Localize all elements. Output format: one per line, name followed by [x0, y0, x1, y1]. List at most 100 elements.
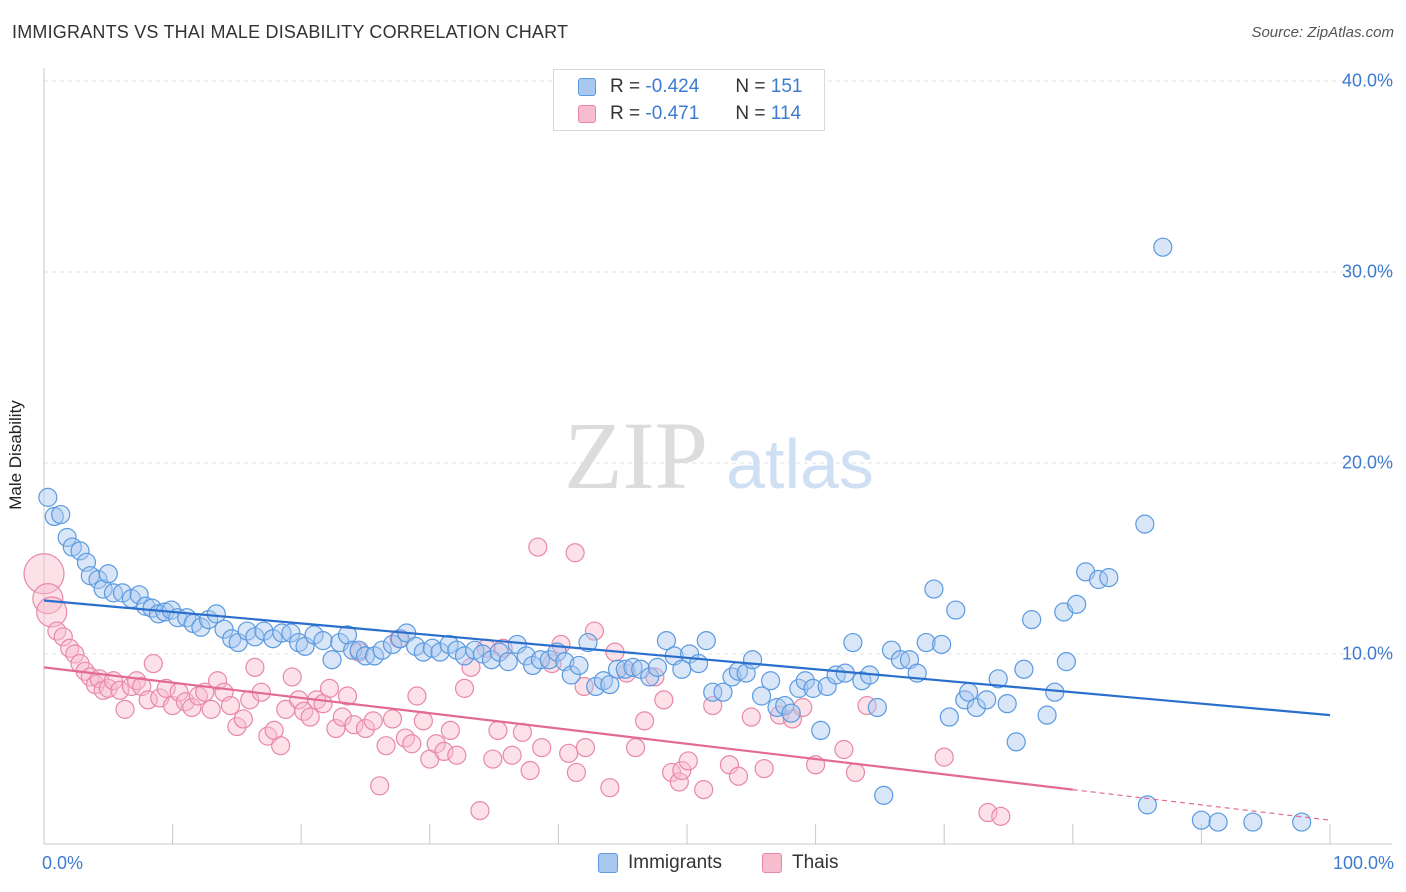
immigrants-point	[57, 527, 77, 548]
watermark: ZIP atlas	[564, 402, 874, 509]
immigrants-point	[775, 695, 795, 716]
thais-point	[126, 671, 147, 691]
watermark-zip: ZIP	[564, 402, 708, 509]
thais-point	[669, 772, 689, 792]
thais-point	[845, 762, 866, 783]
trend-lines	[43, 599, 1331, 821]
immigrants-point	[439, 634, 459, 655]
immigrants-point	[751, 686, 772, 706]
immigrants-point	[781, 703, 801, 723]
thais-point	[413, 711, 433, 731]
legend-item-thais[interactable]: Thais	[762, 852, 838, 874]
thais-point	[271, 736, 291, 756]
immigrants-point	[803, 678, 823, 698]
immigrants-swatch	[598, 853, 618, 873]
immigrants-point	[640, 667, 660, 687]
immigrants-point	[191, 617, 211, 637]
thais-point	[300, 707, 320, 727]
immigrants-point	[337, 625, 358, 645]
thais-point	[382, 709, 403, 729]
thais-point	[220, 695, 241, 716]
immigrants-point	[977, 690, 997, 710]
legend-r-value: -0.471	[645, 103, 700, 124]
thais-point	[208, 671, 228, 691]
legend-n-label: N =	[735, 76, 766, 97]
immigrants-point	[1137, 795, 1157, 815]
immigrants-point	[586, 676, 606, 697]
immigrants-point	[1067, 594, 1087, 614]
gridlines	[44, 80, 1392, 655]
legend-r-label: R =	[610, 76, 641, 97]
legend-item-immigrants[interactable]: Immigrants	[598, 852, 722, 874]
legend-r-label: R =	[610, 103, 641, 124]
y-tick-label: 10.0%	[1341, 643, 1393, 664]
immigrants-point	[672, 659, 692, 679]
thais-point	[634, 711, 655, 731]
thais-point	[520, 760, 540, 781]
immigrants-point	[237, 621, 257, 641]
immigrants-point	[924, 579, 944, 599]
immigrants-point	[696, 631, 716, 651]
immigrants-point	[843, 632, 863, 653]
thais-point	[566, 762, 587, 783]
thais-point	[528, 537, 548, 557]
y-tick-label: 20.0%	[1341, 452, 1393, 473]
thais-point	[447, 745, 467, 765]
immigrants-point	[795, 671, 815, 691]
thais-point	[344, 715, 364, 735]
thais-point	[532, 737, 552, 758]
legend-label-immigrants: Immigrants	[628, 852, 722, 873]
legend-n-value: 151	[770, 76, 803, 97]
immigrants-point	[498, 652, 518, 672]
watermark-atlas: atlas	[726, 425, 874, 503]
immigrants-point	[481, 650, 502, 670]
thais-point	[488, 720, 508, 741]
immigrants-point	[939, 707, 959, 727]
immigrants-point	[313, 631, 333, 651]
thais-point	[36, 596, 68, 628]
series-legend: Immigrants Thais	[0, 852, 1406, 878]
immigrants-point	[539, 650, 559, 670]
thais-point	[625, 737, 646, 758]
immigrants-point	[997, 694, 1017, 714]
thais-point	[728, 766, 749, 786]
thais-trend-extension	[1072, 789, 1331, 821]
thais-point	[600, 778, 620, 798]
thais-point	[182, 697, 202, 718]
immigrants-point	[51, 504, 71, 525]
immigrants-point	[600, 674, 620, 695]
immigrants-point	[206, 604, 226, 624]
immigrants-point	[607, 659, 628, 679]
immigrants-point	[932, 634, 952, 655]
chart-source: Source: ZipAtlas.com	[1251, 24, 1394, 41]
thais-point	[978, 802, 998, 823]
immigrants-point	[1292, 812, 1312, 832]
thais-point	[407, 686, 427, 706]
legend-r-value: -0.424	[645, 76, 700, 97]
immigrants-point	[281, 623, 301, 643]
immigrants-point	[523, 655, 543, 676]
immigrants-point	[322, 650, 342, 670]
thais-point	[678, 751, 698, 771]
thais-point	[233, 709, 253, 729]
thais-point	[502, 745, 522, 765]
immigrants-trend-line	[43, 599, 1331, 717]
thais-point	[332, 707, 352, 727]
immigrants-point	[1056, 652, 1076, 672]
y-tick-label: 30.0%	[1341, 261, 1393, 282]
immigrants-swatch	[578, 78, 596, 96]
immigrants-point	[874, 785, 894, 805]
immigrants-point	[988, 669, 1008, 689]
immigrants-point	[1099, 567, 1119, 588]
thais-point	[402, 734, 422, 754]
thais-point	[319, 678, 340, 698]
immigrants-point	[1135, 514, 1155, 534]
thais-point	[376, 736, 396, 756]
immigrants-point	[1014, 659, 1034, 679]
immigrants-point	[1153, 237, 1173, 257]
thais-point	[434, 741, 454, 762]
legend-row-thais: R = -0.471 N = 114	[578, 103, 801, 125]
thais-point	[694, 780, 714, 800]
legend-row-immigrants: R = -0.424 N = 151	[578, 76, 802, 98]
